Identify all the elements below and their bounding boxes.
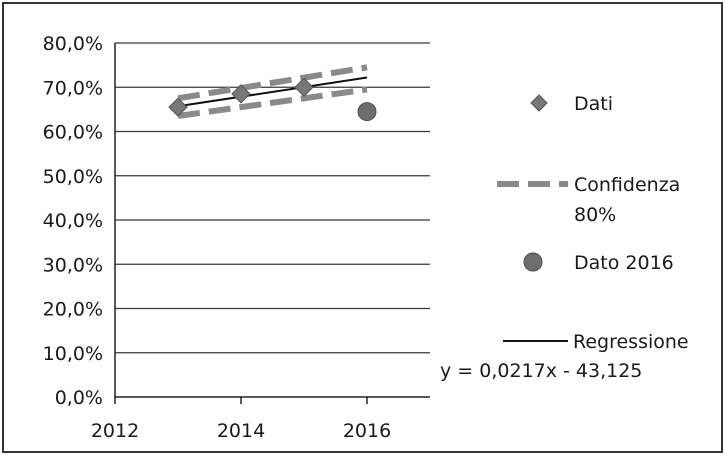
x-tick-label-1: 2014 [217,420,265,442]
y-tick-label-0: 0,0% [55,387,103,409]
y-tick-label-8: 80,0% [43,33,103,55]
y-tick-label-6: 60,0% [43,122,103,144]
y-tick-label-4: 40,0% [43,210,103,232]
x-tick-label-2: 2016 [343,420,391,442]
legend-dati-label: Dati [574,93,613,115]
legend-confidenza-label-line1: Confidenza [574,174,680,196]
legend-dato-2016-label: Dato 2016 [574,252,674,274]
legend-confidenza-label-line2: 80% [574,204,616,226]
y-tick-label-2: 20,0% [43,299,103,321]
regression-equation: y = 0,0217x - 43,125 [440,360,642,382]
legend-regressione-label: Regressione [573,331,689,353]
dato-2016-point-0 [358,103,376,121]
y-tick-label-1: 10,0% [43,343,103,365]
legend-dato-2016-swatch [524,253,542,271]
y-tick-label-3: 30,0% [43,254,103,276]
y-tick-label-7: 70,0% [43,77,103,99]
y-tick-label-5: 50,0% [43,166,103,188]
y-tick-labels: 0,0% 10,0% 20,0% 30,0% 40,0% 50,0% 60,0% 70,0% 8… [43,33,103,409]
x-tick-label-0: 2012 [91,420,139,442]
